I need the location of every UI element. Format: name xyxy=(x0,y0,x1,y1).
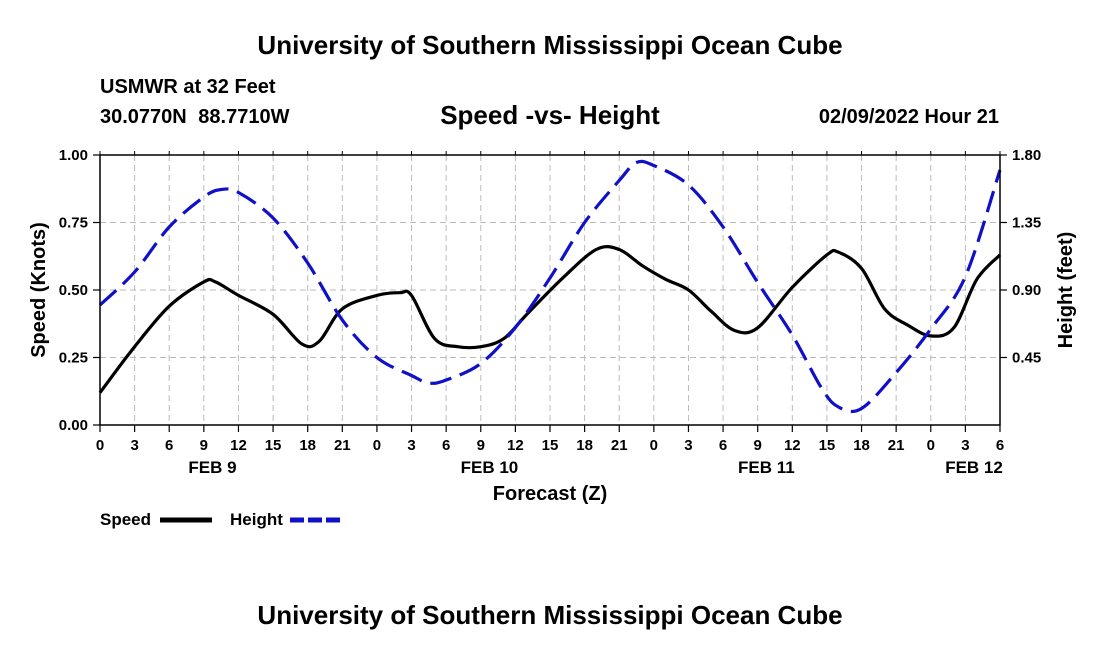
y-tick-label: 0.25 xyxy=(59,350,88,367)
axes: 0 3 6 9 12 15 18 21 0 3 6 9 12 15 18 21 0 3 6 9 12 15 18 21 0 3 6 0… xyxy=(59,147,1041,477)
x-tick-label: 3 xyxy=(684,437,692,454)
x-tick-label: 9 xyxy=(754,437,762,454)
x-tick-label: 15 xyxy=(265,437,282,454)
x-tick-label: 3 xyxy=(961,437,969,454)
y2-tick-label: 0.45 xyxy=(1012,350,1041,367)
run-time: 02/09/2022 Hour 21 xyxy=(818,106,999,128)
x-tick-label: 6 xyxy=(165,437,173,454)
x-tick-label: 9 xyxy=(477,437,485,454)
x-tick-label: 21 xyxy=(611,437,628,454)
y2-tick-label: 0.90 xyxy=(1012,282,1041,299)
x-tick-label: 12 xyxy=(784,437,801,454)
series-layer xyxy=(98,159,1002,414)
station-name: USMWR at 32 Feet xyxy=(100,76,276,98)
legend: Speed Height xyxy=(100,510,342,529)
x-tick-label: 0 xyxy=(96,437,104,454)
chart-title: Speed -vs- Height xyxy=(440,100,660,130)
y-tick-label: 0.50 xyxy=(59,282,88,299)
y-tick-label: 1.00 xyxy=(59,147,88,164)
x-tick-label: 12 xyxy=(230,437,247,454)
day-label: FEB 9 xyxy=(188,458,236,477)
day-label: FEB 10 xyxy=(461,458,519,477)
x-tick-label: 6 xyxy=(442,437,450,454)
x-tick-label: 21 xyxy=(334,437,351,454)
y-axis-label: Speed (Knots) xyxy=(28,222,50,358)
day-label: FEB 11 xyxy=(738,458,795,477)
y2-tick-label: 1.80 xyxy=(1012,147,1041,164)
legend-label-speed: Speed xyxy=(100,510,151,529)
x-axis-label: Forecast (Z) xyxy=(493,483,607,505)
legend-label-height: Height xyxy=(230,510,283,529)
y2-tick-label: 1.35 xyxy=(1012,215,1041,232)
x-tick-label: 18 xyxy=(576,437,593,454)
x-tick-label: 18 xyxy=(853,437,870,454)
y-tick-label: 0.75 xyxy=(59,215,88,232)
day-label: FEB 12 xyxy=(945,458,1003,477)
x-tick-label: 0 xyxy=(373,437,381,454)
x-tick-label: 0 xyxy=(650,437,658,454)
x-tick-label: 3 xyxy=(130,437,138,454)
x-tick-label: 15 xyxy=(819,437,836,454)
station-coordinates: 30.0770N 88.7710W xyxy=(100,106,290,128)
x-tick-label: 15 xyxy=(542,437,559,454)
page-title: University of Southern Mississippi Ocean… xyxy=(257,30,843,60)
x-tick-label: 6 xyxy=(996,437,1004,454)
x-tick-label: 12 xyxy=(507,437,524,454)
footer-title: University of Southern Mississippi Ocean… xyxy=(257,600,843,630)
x-tick-label: 0 xyxy=(927,437,935,454)
x-tick-label: 3 xyxy=(407,437,415,454)
x-tick-label: 6 xyxy=(719,437,727,454)
x-tick-label: 9 xyxy=(200,437,208,454)
x-tick-label: 18 xyxy=(299,437,316,454)
y2-axis-label: Height (feet) xyxy=(1055,232,1077,349)
series-line-height xyxy=(98,159,1002,414)
x-tick-label: 21 xyxy=(888,437,905,454)
series-line-speed xyxy=(98,245,1002,394)
y-tick-label: 0.00 xyxy=(59,417,88,434)
